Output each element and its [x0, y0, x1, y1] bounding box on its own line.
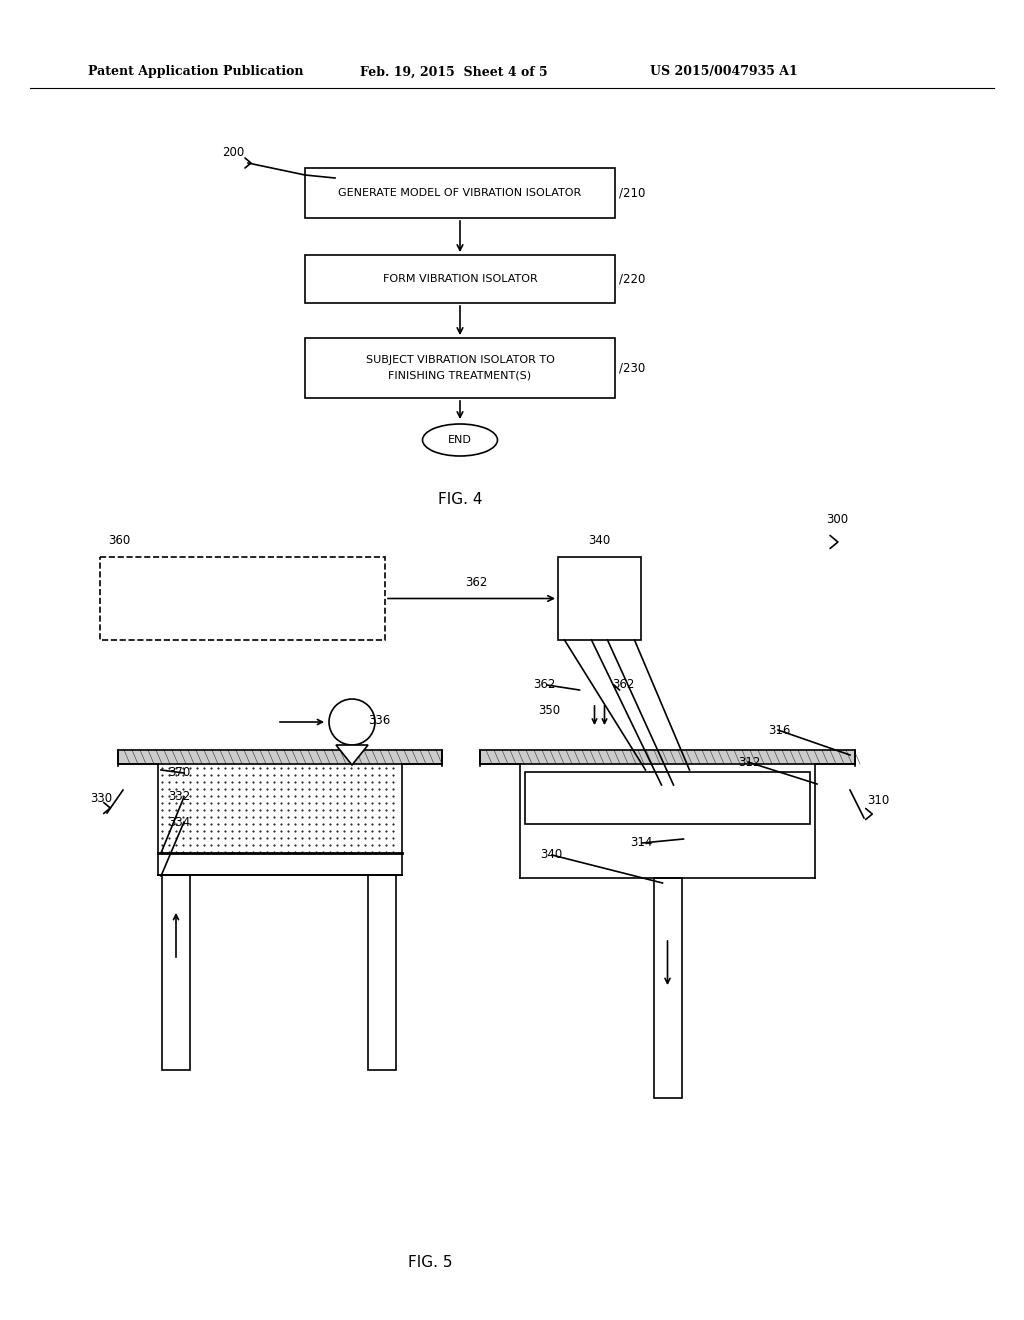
Text: 330: 330 [90, 792, 112, 804]
Text: SUBJECT VIBRATION ISOLATOR TO: SUBJECT VIBRATION ISOLATOR TO [366, 355, 554, 366]
Text: 316: 316 [768, 723, 791, 737]
Text: FORM VIBRATION ISOLATOR: FORM VIBRATION ISOLATOR [383, 275, 538, 284]
Text: 362: 362 [465, 577, 487, 590]
Text: /210: /210 [618, 186, 645, 199]
Text: 370: 370 [168, 767, 190, 780]
Bar [305, 255, 615, 304]
Text: 340: 340 [589, 535, 610, 546]
Text: FIG. 4: FIG. 4 [437, 492, 482, 507]
Text: 332: 332 [168, 791, 190, 804]
Bar [653, 878, 682, 1098]
Text: 362: 362 [534, 678, 555, 692]
Bar [100, 557, 385, 640]
Text: 362: 362 [612, 678, 635, 692]
Bar [558, 557, 641, 640]
Text: 336: 336 [368, 714, 390, 726]
Text: 300: 300 [826, 513, 848, 525]
Text: 312: 312 [738, 755, 761, 768]
Bar [480, 750, 855, 764]
Text: Patent Application Publication: Patent Application Publication [88, 66, 303, 78]
Text: FIG. 5: FIG. 5 [408, 1255, 453, 1270]
Text: 350: 350 [538, 704, 560, 717]
Text: 360: 360 [108, 535, 130, 546]
Text: /230: /230 [618, 362, 645, 375]
Text: 310: 310 [867, 793, 889, 807]
Bar [525, 772, 810, 824]
Polygon shape [336, 744, 368, 766]
Text: GENERATE MODEL OF VIBRATION ISOLATOR: GENERATE MODEL OF VIBRATION ISOLATOR [338, 187, 582, 198]
Text: 200: 200 [222, 147, 245, 160]
Bar [162, 875, 190, 1071]
Text: US 2015/0047935 A1: US 2015/0047935 A1 [650, 66, 798, 78]
Text: END: END [449, 436, 472, 445]
Text: 314: 314 [630, 837, 652, 850]
Text: 340: 340 [540, 849, 562, 862]
Bar [305, 168, 615, 218]
Circle shape [329, 700, 375, 744]
Bar [368, 875, 396, 1071]
Text: Feb. 19, 2015  Sheet 4 of 5: Feb. 19, 2015 Sheet 4 of 5 [360, 66, 548, 78]
Text: 334: 334 [168, 816, 190, 829]
Text: /220: /220 [618, 272, 645, 285]
Text: FINISHING TREATMENT(S): FINISHING TREATMENT(S) [388, 371, 531, 381]
Ellipse shape [423, 424, 498, 455]
Bar [305, 338, 615, 399]
Bar [118, 750, 442, 764]
